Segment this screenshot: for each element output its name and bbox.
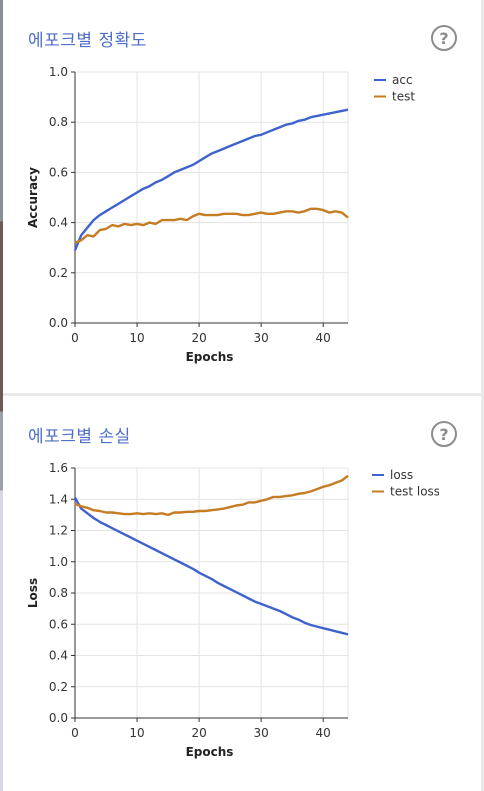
legend: acc test bbox=[374, 73, 415, 104]
x-tick-label: 10 bbox=[129, 726, 144, 740]
y-tick-label: 1.4 bbox=[49, 492, 68, 506]
x-tick-label: 30 bbox=[253, 331, 268, 345]
y-tick-label: 0.0 bbox=[49, 316, 68, 330]
x-tick-label: 20 bbox=[191, 331, 206, 345]
accuracy-card: 에포크별 정확도 ? 0.0 0.2 0.4 0.6 0.8 1.0 0 10 20 30 40 Ep… bbox=[3, 0, 481, 393]
x-tick-label: 20 bbox=[191, 726, 206, 740]
background-strip bbox=[0, 0, 3, 791]
x-tick-label: 10 bbox=[129, 331, 144, 345]
y-tick-label: 0.6 bbox=[49, 165, 68, 179]
accuracy-chart: 0.0 0.2 0.4 0.6 0.8 1.0 0 10 20 30 40 Epochs Accurac… bbox=[26, 65, 415, 364]
y-tick-label: 0.2 bbox=[49, 680, 68, 694]
y-tick-label: 0.2 bbox=[49, 266, 68, 280]
loss-card: 에포크별 손실 ? 0.0 0.2 0.4 0.6 0.8 1.0 1.2 1.4 1.6 0 10… bbox=[3, 396, 481, 791]
y-axis-label: Loss bbox=[26, 578, 40, 608]
card-title: 에포크별 손실 bbox=[28, 427, 131, 447]
loss-chart: 0.0 0.2 0.4 0.6 0.8 1.0 1.2 1.4 1.6 0 10 20 30 40 Epoc… bbox=[26, 461, 440, 759]
series-line-1 bbox=[73, 497, 349, 636]
help-icon[interactable]: ? bbox=[431, 421, 457, 447]
card-title: 에포크별 정확도 bbox=[28, 31, 147, 51]
y-tick-label: 1.0 bbox=[49, 65, 68, 79]
x-tick-label: 30 bbox=[253, 726, 268, 740]
legend-label: test loss bbox=[390, 485, 440, 499]
series-line-2 bbox=[74, 474, 349, 517]
x-tick-label: 40 bbox=[316, 726, 331, 740]
legend-label: test bbox=[392, 90, 415, 104]
help-icon[interactable]: ? bbox=[431, 25, 457, 51]
x-tick-label: 0 bbox=[71, 331, 79, 345]
y-tick-label: 0.4 bbox=[49, 216, 68, 230]
legend-label: loss bbox=[390, 468, 413, 482]
x-axis-label: Epochs bbox=[186, 745, 234, 759]
series-line-1 bbox=[73, 108, 349, 251]
y-axis-label: Accuracy bbox=[26, 167, 40, 228]
y-tick-label: 1.0 bbox=[49, 555, 68, 569]
series-line-2 bbox=[74, 207, 349, 244]
y-tick-label: 0.8 bbox=[49, 115, 68, 129]
x-axis-label: Epochs bbox=[186, 350, 234, 364]
y-tick-label: 0.8 bbox=[49, 586, 68, 600]
legend: loss test loss bbox=[372, 468, 440, 499]
legend-label: acc bbox=[392, 73, 413, 87]
y-tick-label: 1.6 bbox=[49, 461, 68, 475]
y-tick-label: 0.0 bbox=[49, 711, 68, 725]
y-tick-label: 1.2 bbox=[49, 524, 68, 538]
y-tick-label: 0.6 bbox=[49, 617, 68, 631]
y-tick-label: 0.4 bbox=[49, 649, 68, 663]
x-tick-label: 40 bbox=[316, 331, 331, 345]
x-tick-label: 0 bbox=[71, 726, 79, 740]
